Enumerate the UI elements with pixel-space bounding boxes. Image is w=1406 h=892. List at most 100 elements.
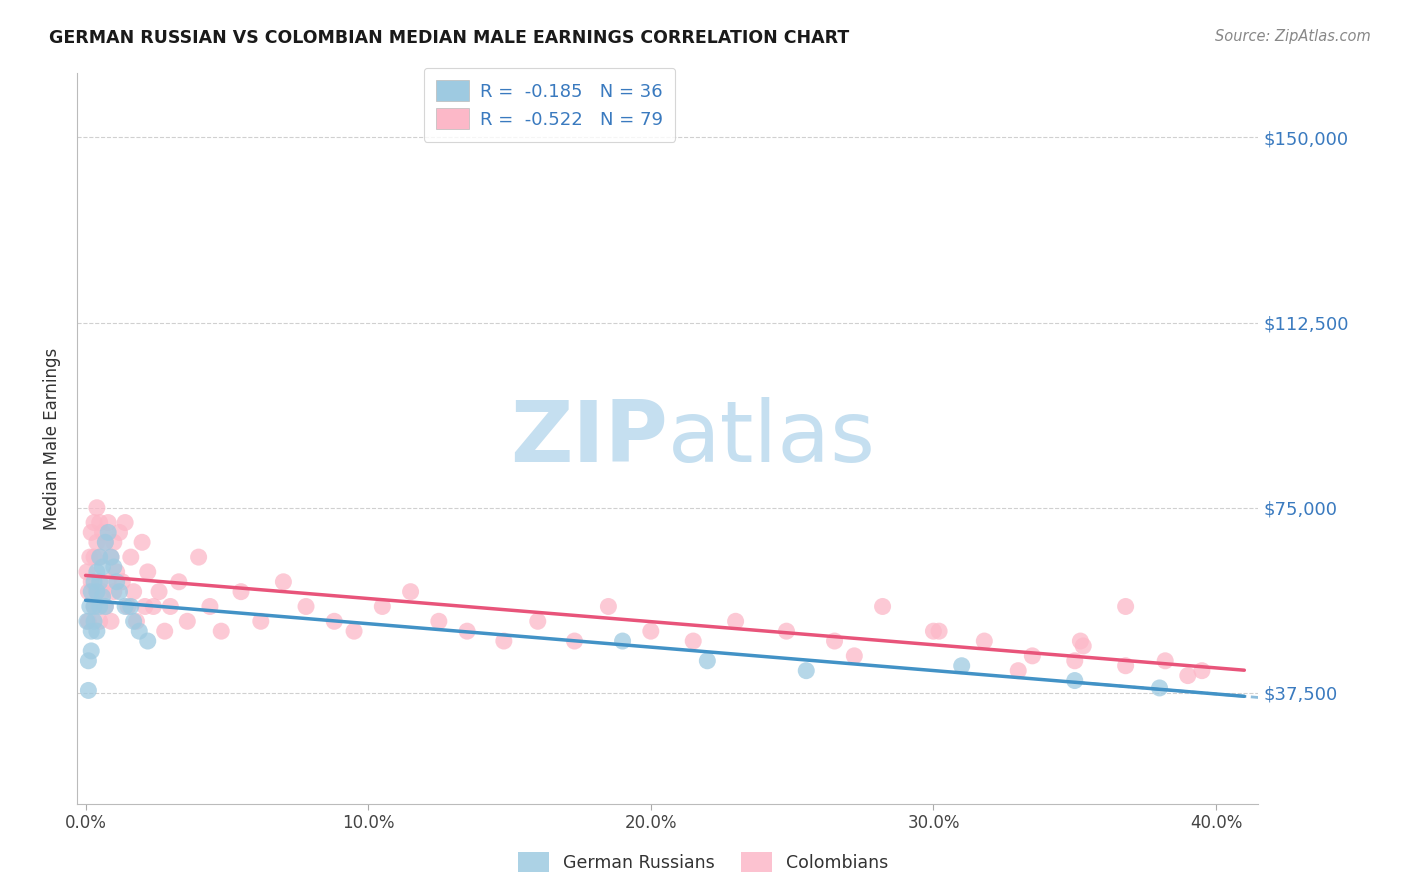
Point	[950, 658, 973, 673]
Point	[100, 615, 122, 629]
Point	[79, 550, 101, 565]
Point	[136, 565, 159, 579]
Point	[844, 648, 866, 663]
Point	[80, 584, 103, 599]
Point	[86, 624, 108, 639]
Point	[209, 624, 232, 639]
Point	[427, 615, 450, 629]
Point	[682, 634, 704, 648]
Y-axis label: Median Male Earnings: Median Male Earnings	[44, 348, 60, 530]
Point	[1115, 658, 1137, 673]
Point	[176, 615, 198, 629]
Point	[775, 624, 797, 639]
Point	[526, 615, 548, 629]
Text: Source: ZipAtlas.com: Source: ZipAtlas.com	[1215, 29, 1371, 44]
Point	[973, 634, 995, 648]
Point	[122, 584, 145, 599]
Text: ZIP: ZIP	[510, 397, 668, 480]
Point	[94, 535, 117, 549]
Point	[120, 599, 142, 614]
Point	[640, 624, 662, 639]
Point	[128, 624, 150, 639]
Point	[696, 654, 718, 668]
Point	[612, 634, 634, 648]
Point	[598, 599, 620, 614]
Point	[1115, 599, 1137, 614]
Point	[89, 574, 111, 589]
Point	[91, 560, 114, 574]
Point	[1063, 654, 1085, 668]
Point	[89, 516, 111, 530]
Point	[91, 525, 114, 540]
Point	[794, 664, 817, 678]
Point	[492, 634, 515, 648]
Point	[83, 574, 105, 589]
Point	[120, 550, 142, 565]
Point	[86, 535, 108, 549]
Legend: German Russians, Colombians: German Russians, Colombians	[510, 845, 896, 879]
Point	[79, 599, 101, 614]
Point	[198, 599, 221, 614]
Point	[117, 599, 139, 614]
Legend: R =  -0.185   N = 36, R =  -0.522   N = 79: R = -0.185 N = 36, R = -0.522 N = 79	[423, 68, 675, 142]
Point	[83, 516, 105, 530]
Point	[824, 634, 846, 648]
Point	[167, 574, 190, 589]
Point	[371, 599, 394, 614]
Point	[114, 516, 136, 530]
Point	[97, 516, 120, 530]
Point	[1063, 673, 1085, 688]
Point	[1177, 668, 1199, 682]
Point	[100, 550, 122, 565]
Point	[134, 599, 156, 614]
Point	[86, 584, 108, 599]
Point	[91, 590, 114, 604]
Point	[136, 634, 159, 648]
Point	[105, 565, 128, 579]
Point	[97, 525, 120, 540]
Point	[83, 599, 105, 614]
Point	[105, 574, 128, 589]
Point	[1021, 648, 1043, 663]
Text: atlas: atlas	[668, 397, 876, 480]
Point	[153, 624, 176, 639]
Point	[564, 634, 586, 648]
Point	[94, 599, 117, 614]
Point	[89, 550, 111, 565]
Point	[108, 584, 131, 599]
Point	[89, 615, 111, 629]
Point	[1007, 664, 1029, 678]
Point	[122, 615, 145, 629]
Point	[86, 584, 108, 599]
Point	[456, 624, 478, 639]
Point	[111, 574, 134, 589]
Point	[80, 525, 103, 540]
Point	[922, 624, 945, 639]
Point	[142, 599, 165, 614]
Point	[86, 565, 108, 579]
Point	[76, 615, 98, 629]
Point	[76, 565, 98, 579]
Point	[1154, 654, 1177, 668]
Point	[80, 574, 103, 589]
Point	[108, 525, 131, 540]
Point	[1149, 681, 1171, 695]
Point	[83, 615, 105, 629]
Point	[77, 615, 100, 629]
Text: GERMAN RUSSIAN VS COLOMBIAN MEDIAN MALE EARNINGS CORRELATION CHART: GERMAN RUSSIAN VS COLOMBIAN MEDIAN MALE …	[49, 29, 849, 46]
Point	[94, 535, 117, 549]
Point	[94, 599, 117, 614]
Point	[1191, 664, 1213, 678]
Point	[872, 599, 894, 614]
Point	[77, 683, 100, 698]
Point	[97, 574, 120, 589]
Point	[83, 599, 105, 614]
Point	[928, 624, 950, 639]
Point	[399, 584, 422, 599]
Point	[91, 584, 114, 599]
Point	[114, 599, 136, 614]
Point	[77, 584, 100, 599]
Point	[80, 624, 103, 639]
Point	[295, 599, 318, 614]
Point	[148, 584, 170, 599]
